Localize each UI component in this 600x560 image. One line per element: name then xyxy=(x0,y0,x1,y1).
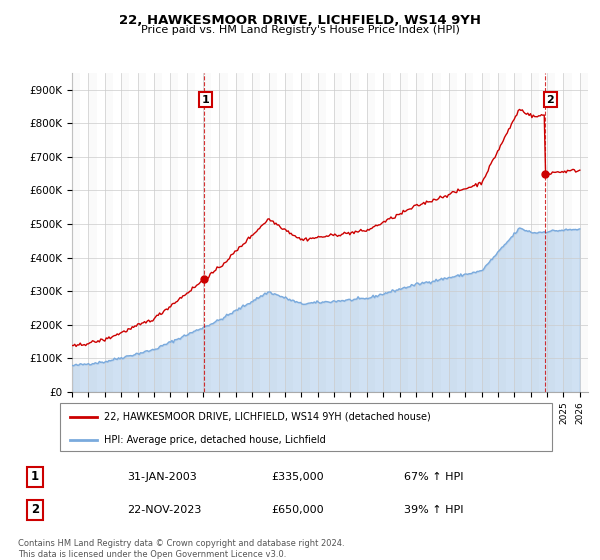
Bar xyxy=(252,73,260,392)
Text: 67% ↑ HPI: 67% ↑ HPI xyxy=(404,472,463,482)
Text: 2: 2 xyxy=(547,95,554,105)
Text: 22, HAWKESMOOR DRIVE, LICHFIELD, WS14 9YH (detached house): 22, HAWKESMOOR DRIVE, LICHFIELD, WS14 9Y… xyxy=(104,412,431,422)
Text: 22-NOV-2023: 22-NOV-2023 xyxy=(127,505,202,515)
Bar xyxy=(269,73,277,392)
Bar xyxy=(530,73,539,392)
Bar xyxy=(383,73,391,392)
Bar xyxy=(88,73,97,392)
Text: Price paid vs. HM Land Registry's House Price Index (HPI): Price paid vs. HM Land Registry's House … xyxy=(140,25,460,35)
Text: Contains HM Land Registry data © Crown copyright and database right 2024.
This d: Contains HM Land Registry data © Crown c… xyxy=(18,539,344,559)
Bar xyxy=(580,73,588,392)
Bar xyxy=(236,73,244,392)
Bar xyxy=(121,73,130,392)
Bar xyxy=(105,73,113,392)
Bar xyxy=(334,73,342,392)
Bar xyxy=(433,73,440,392)
Bar xyxy=(170,73,178,392)
Bar xyxy=(350,73,359,392)
Text: 1: 1 xyxy=(31,470,39,483)
Bar xyxy=(416,73,424,392)
Bar xyxy=(465,73,473,392)
Bar xyxy=(285,73,293,392)
Bar xyxy=(203,73,211,392)
Text: 1: 1 xyxy=(202,95,209,105)
Text: £650,000: £650,000 xyxy=(271,505,324,515)
Bar xyxy=(137,73,146,392)
Bar xyxy=(154,73,162,392)
Bar xyxy=(220,73,227,392)
Text: HPI: Average price, detached house, Lichfield: HPI: Average price, detached house, Lich… xyxy=(104,435,326,445)
Bar xyxy=(547,73,555,392)
Bar xyxy=(514,73,523,392)
Bar xyxy=(72,73,80,392)
Bar xyxy=(301,73,310,392)
Text: £335,000: £335,000 xyxy=(271,472,324,482)
FancyBboxPatch shape xyxy=(60,403,552,451)
Text: 22, HAWKESMOOR DRIVE, LICHFIELD, WS14 9YH: 22, HAWKESMOOR DRIVE, LICHFIELD, WS14 9Y… xyxy=(119,14,481,27)
Bar xyxy=(563,73,572,392)
Bar xyxy=(449,73,457,392)
Text: 39% ↑ HPI: 39% ↑ HPI xyxy=(404,505,463,515)
Text: 2: 2 xyxy=(31,503,39,516)
Bar xyxy=(482,73,490,392)
Bar xyxy=(400,73,408,392)
Bar xyxy=(187,73,195,392)
Bar xyxy=(498,73,506,392)
Text: 31-JAN-2003: 31-JAN-2003 xyxy=(127,472,197,482)
Bar xyxy=(318,73,326,392)
Bar xyxy=(367,73,375,392)
